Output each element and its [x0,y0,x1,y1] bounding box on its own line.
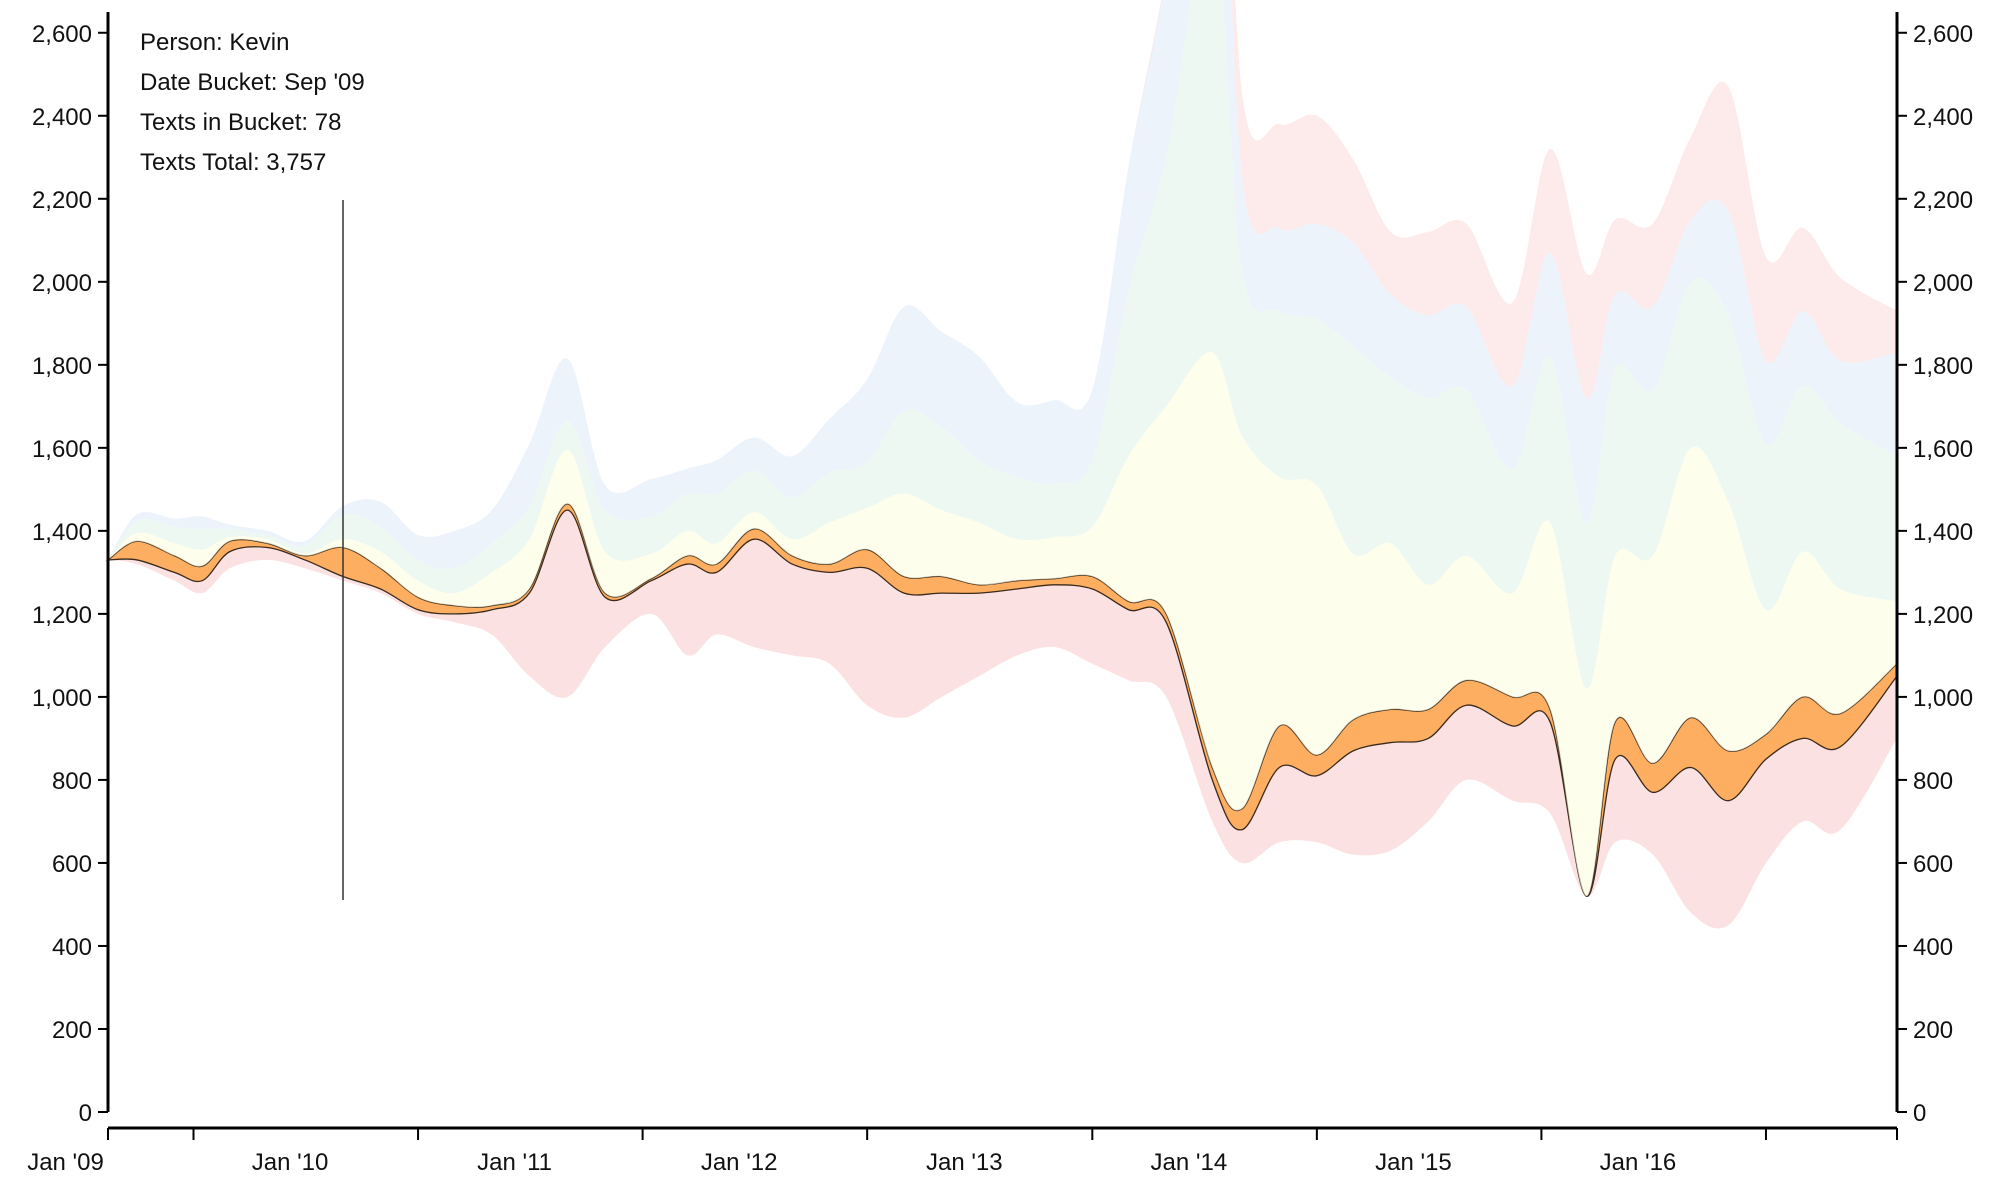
left-y-tick-label: 2,600 [32,21,92,48]
left-y-tick-label: 800 [52,768,92,795]
right-y-tick-label: 800 [1913,768,1953,795]
right-y-tick-label: 2,000 [1913,270,1973,297]
right-y-tick-label: 2,400 [1913,104,1973,131]
left-y-tick-label: 400 [52,934,92,961]
left-y-tick-label: 600 [52,851,92,878]
x-tick-label: Jan '10 [252,1149,329,1176]
right-y-tick-label: 2,600 [1913,21,1973,48]
stream-layer-1[interactable] [108,510,1897,929]
left-y-tick-label: 1,200 [32,602,92,629]
x-tick-label: Jan '11 [477,1149,552,1176]
left-y-tick-label: 1,000 [32,685,92,712]
right-y-tick-label: 400 [1913,934,1953,961]
right-y-tick-label: 0 [1913,1100,1926,1127]
x-tick-label: Jan '12 [701,1149,778,1176]
x-tick-label: Jan '13 [926,1149,1003,1176]
tooltip-texts-in-bucket: Texts in Bucket: 78 [140,109,341,136]
tooltip: Person: Kevin Date Bucket: Sep '09 Texts… [140,29,365,176]
x-tick-label: Jan '15 [1375,1149,1452,1176]
right-y-tick-label: 200 [1913,1017,1953,1044]
right-y-axis: 0 200 400 600 800 1,000 1,200 1,400 1,600 1,800 2,… [1895,12,1973,1127]
x-axis: Jan '09 Jan '10 Jan '11 Jan '12 Jan '13 Jan '… [27,1126,1898,1176]
left-y-tick-label: 1,600 [32,436,92,463]
x-tick-label: Jan '16 [1600,1149,1677,1176]
x-tick-label: Jan '09 [27,1149,104,1176]
tooltip-texts-total: Texts Total: 3,757 [140,149,326,176]
left-y-tick-label: 2,400 [32,104,92,131]
tooltip-person: Person: Kevin [140,29,289,56]
stream-areas [105,0,1898,929]
left-y-tick-label: 1,800 [32,353,92,380]
stream-layer-4[interactable] [108,0,1897,689]
left-y-tick-label: 0 [79,1100,92,1127]
right-y-tick-label: 1,000 [1913,685,1973,712]
tooltip-date-bucket: Date Bucket: Sep '09 [140,69,365,96]
right-y-tick-label: 2,200 [1913,187,1973,214]
x-tick-label: Jan '14 [1151,1149,1228,1176]
right-y-tick-label: 600 [1913,851,1953,878]
right-y-tick-label: 1,600 [1913,436,1973,463]
right-y-tick-label: 1,400 [1913,519,1973,546]
stream-layer-5[interactable] [108,0,1897,570]
left-y-tick-label: 200 [52,1017,92,1044]
left-y-tick-label: 2,000 [32,270,92,297]
right-y-tick-label: 1,200 [1913,602,1973,629]
right-y-tick-label: 1,800 [1913,353,1973,380]
stream-layer-3[interactable] [108,351,1897,897]
left-y-tick-label: 1,400 [32,519,92,546]
left-y-tick-label: 2,200 [32,187,92,214]
left-y-axis: 0 200 400 600 800 1,000 1,200 1,400 1,600 1,800 2,… [32,12,110,1127]
